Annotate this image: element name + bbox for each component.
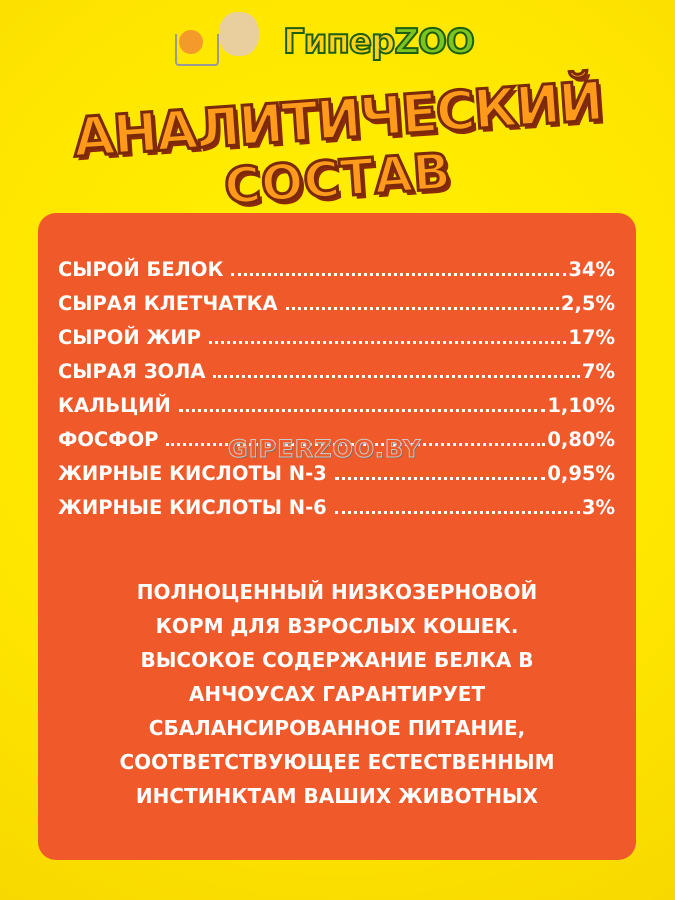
composition-row: СЫРАЯ КЛЕТЧАТКА 2,5% <box>58 292 615 315</box>
cat-icon <box>179 30 203 54</box>
composition-row: СЫРОЙ БЕЛОК 34% <box>58 258 615 281</box>
watermark: GIPERZOO.BY <box>227 435 422 464</box>
logo: ГиперZOO <box>175 12 476 72</box>
dog-icon <box>219 12 259 56</box>
logo-mascot-icon <box>175 12 275 72</box>
composition-row: ЖИРНЫЕ КИСЛОТЫ N-3 0,95% <box>58 462 615 485</box>
logo-text: ГиперZOO <box>282 21 476 63</box>
composition-row: КАЛЬЦИЙ 1,10% <box>58 394 615 417</box>
composition-row: ФОСФОР 0,80% <box>58 428 615 451</box>
description: ПОЛНОЦЕННЫЙ НИЗКОЗЕРНОВОЙ КОРМ ДЛЯ ВЗРОС… <box>119 580 555 808</box>
composition-row: СЫРОЙ ЖИР 17% <box>58 326 615 349</box>
shopping-cart-icon <box>175 34 219 66</box>
composition-list: СЫРОЙ БЕЛОК 34% СЫРАЯ КЛЕТЧАТКА 2,5% СЫРОЙ… <box>58 258 615 530</box>
composition-panel: СЫРОЙ БЕЛОК 34% СЫРАЯ КЛЕТЧАТКА 2,5% СЫРОЙ… <box>38 213 636 860</box>
composition-row: СЫРАЯ ЗОЛА 7% <box>58 360 615 383</box>
composition-row: ЖИРНЫЕ КИСЛОТЫ N-6 3% <box>58 496 615 519</box>
